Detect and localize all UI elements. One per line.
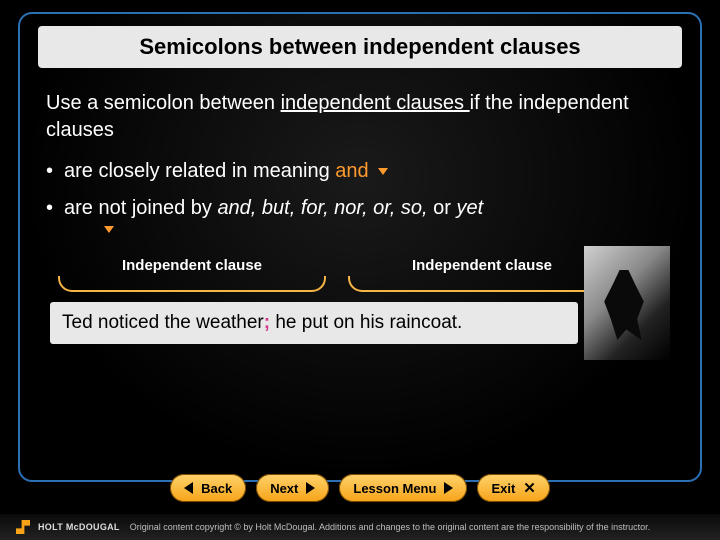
back-button[interactable]: Back [170, 474, 246, 502]
bullet-text: are not joined by [64, 197, 217, 219]
label-left: Independent clause [52, 257, 332, 274]
reveal-marker-icon [104, 226, 114, 233]
intro-prefix: Use a semicolon between [46, 92, 281, 114]
arrow-right-icon [444, 482, 453, 494]
bullet-tail-orange: and [335, 160, 368, 182]
example-row: Ted noticed the weather; he put on his r… [46, 302, 674, 360]
nav-bar: Back Next Lesson Menu Exit ✕ [0, 474, 720, 508]
bullet-italic-list: and, but, for, nor, or, so, [217, 197, 433, 219]
bullet-item: are not joined by and, but, for, nor, or… [46, 197, 674, 233]
next-button[interactable]: Next [256, 474, 329, 502]
label-right: Independent clause [342, 257, 622, 274]
publisher-logo-icon [16, 520, 30, 534]
slide-title: Semicolons between independent clauses [48, 34, 672, 60]
clause-labels-row: Independent clause Independent clause [46, 257, 674, 292]
bullet-item: are closely related in meaning and [46, 160, 674, 183]
bullet-text: are closely related in meaning [64, 160, 335, 182]
bullet-tail-italic: yet [456, 197, 483, 219]
copyright-text: Original content copyright © by Holt McD… [130, 522, 650, 532]
intro-text: Use a semicolon between independent clau… [46, 90, 674, 144]
exit-label: Exit [491, 481, 515, 496]
intro-underlined: independent clauses [281, 92, 470, 114]
arrow-right-icon [306, 482, 315, 494]
example-sentence: Ted noticed the weather; he put on his r… [50, 302, 578, 344]
title-bar: Semicolons between independent clauses [38, 26, 682, 68]
next-label: Next [270, 481, 298, 496]
content-area: Use a semicolon between independent clau… [20, 68, 700, 360]
back-label: Back [201, 481, 232, 496]
label-col-right: Independent clause [342, 257, 622, 292]
bullet-tail-prefix: or [433, 197, 456, 219]
label-col-left: Independent clause [52, 257, 332, 292]
example-part1: Ted noticed the weather [62, 312, 264, 333]
bullet-list: are closely related in meaning and are n… [46, 160, 674, 233]
slide-frame: Semicolons between independent clauses U… [18, 12, 702, 482]
close-icon: ✕ [523, 479, 536, 497]
brace-icon [348, 276, 616, 292]
footer-bar: HOLT McDOUGAL Original content copyright… [0, 514, 720, 540]
raincoat-photo [584, 246, 670, 360]
brand-name: HOLT McDOUGAL [38, 522, 120, 532]
example-part2: he put on his raincoat. [270, 312, 462, 333]
arrow-left-icon [184, 482, 193, 494]
brace-icon [58, 276, 326, 292]
menu-label: Lesson Menu [353, 481, 436, 496]
lesson-menu-button[interactable]: Lesson Menu [339, 474, 467, 502]
exit-button[interactable]: Exit ✕ [477, 474, 549, 502]
reveal-marker-icon [378, 168, 388, 175]
